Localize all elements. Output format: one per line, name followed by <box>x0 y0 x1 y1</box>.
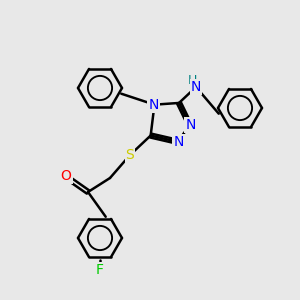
Text: S: S <box>126 148 134 162</box>
Text: N: N <box>148 98 159 112</box>
Text: F: F <box>96 263 104 277</box>
Text: N: N <box>191 80 201 94</box>
Text: O: O <box>61 169 71 183</box>
Text: H: H <box>187 74 197 86</box>
Text: N: N <box>173 135 184 149</box>
Text: N: N <box>186 118 196 132</box>
